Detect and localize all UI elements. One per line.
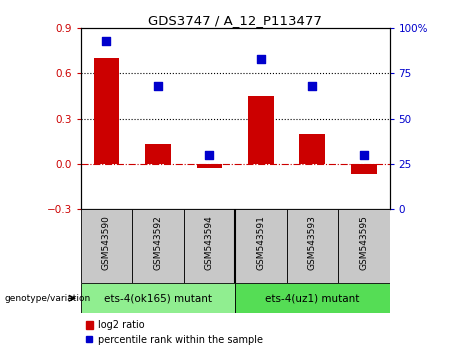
Point bbox=[360, 152, 367, 158]
Bar bbox=[351, 164, 377, 174]
Point bbox=[308, 83, 316, 89]
Text: GSM543595: GSM543595 bbox=[359, 215, 368, 270]
Text: GSM543594: GSM543594 bbox=[205, 215, 214, 269]
Text: GSM543593: GSM543593 bbox=[308, 215, 317, 270]
Bar bbox=[338, 209, 390, 283]
Bar bbox=[235, 283, 390, 313]
Point bbox=[257, 56, 265, 62]
Text: GSM543590: GSM543590 bbox=[102, 215, 111, 270]
Point bbox=[103, 38, 110, 44]
Bar bbox=[183, 209, 235, 283]
Bar bbox=[196, 164, 222, 168]
Bar bbox=[287, 209, 338, 283]
Bar bbox=[235, 209, 287, 283]
Text: ets-4(ok165) mutant: ets-4(ok165) mutant bbox=[104, 293, 212, 303]
Bar bbox=[248, 96, 274, 164]
Bar bbox=[81, 209, 132, 283]
Bar bbox=[94, 58, 119, 164]
Bar bbox=[81, 283, 235, 313]
Text: ets-4(uz1) mutant: ets-4(uz1) mutant bbox=[265, 293, 360, 303]
Title: GDS3747 / A_12_P113477: GDS3747 / A_12_P113477 bbox=[148, 14, 322, 27]
Text: genotype/variation: genotype/variation bbox=[5, 294, 91, 303]
Text: GSM543592: GSM543592 bbox=[154, 215, 162, 269]
Point bbox=[206, 152, 213, 158]
Legend: log2 ratio, percentile rank within the sample: log2 ratio, percentile rank within the s… bbox=[86, 320, 263, 345]
Text: GSM543591: GSM543591 bbox=[256, 215, 266, 270]
Point bbox=[154, 83, 161, 89]
Bar bbox=[145, 144, 171, 164]
Bar bbox=[132, 209, 183, 283]
Bar bbox=[300, 134, 325, 164]
